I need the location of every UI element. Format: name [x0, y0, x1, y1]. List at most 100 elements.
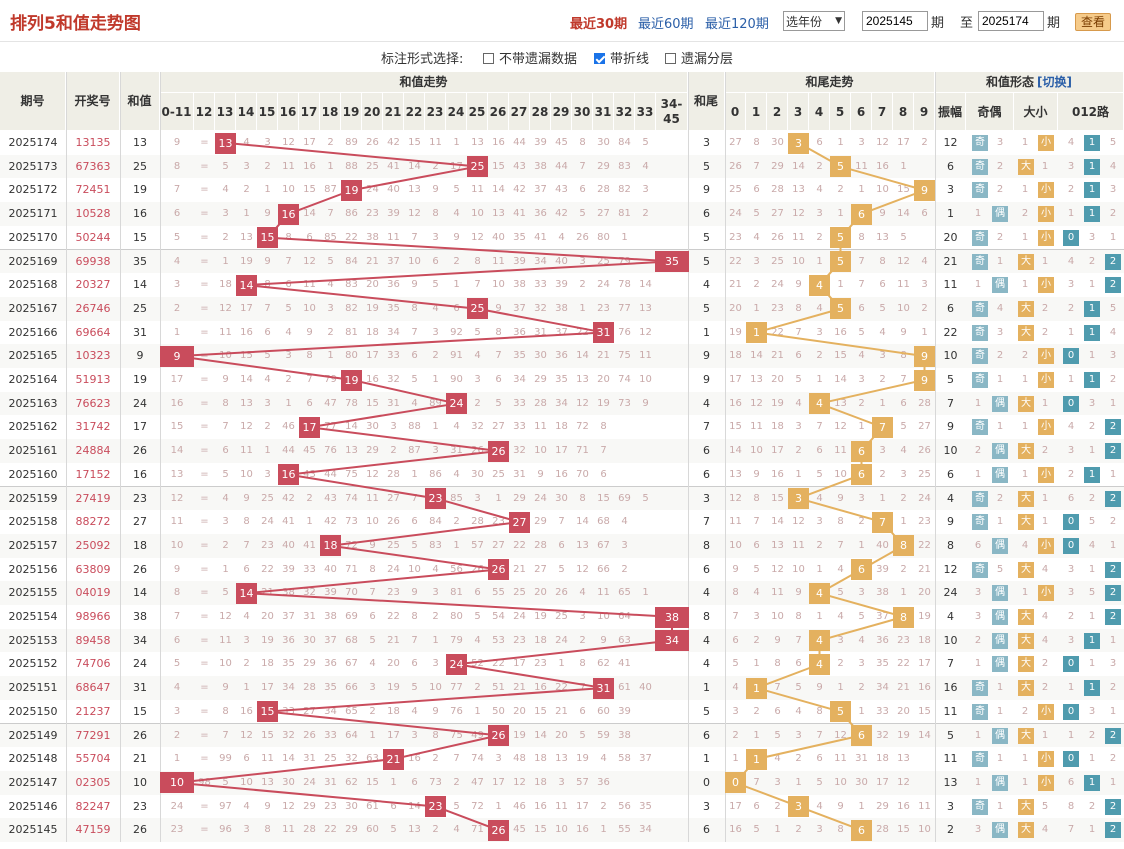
sum-omission-cell: 25	[597, 255, 610, 267]
tail-hit-marker: 3	[788, 796, 809, 818]
sum-omission-cell: 20	[555, 729, 568, 741]
sum-omission-cell	[635, 652, 656, 676]
tail-omission-cell: 1	[858, 539, 865, 551]
tail-omission-cell: 21	[897, 682, 910, 694]
size-tag: 大	[1018, 443, 1034, 460]
sum-hit-marker: 16	[278, 203, 299, 225]
sum-omission-cell: 20	[261, 611, 274, 622]
tail-omission-cell: 11	[792, 539, 805, 551]
tail-hit-marker: 3	[788, 132, 809, 154]
checkbox-with-lines[interactable]	[594, 53, 605, 64]
option-no-omission[interactable]: 不带遗漏数据	[483, 48, 577, 67]
period-cell: 2025155	[8, 586, 58, 600]
tail-omission-cell: 5	[816, 468, 823, 480]
sum-omission-cell: 35	[513, 350, 526, 362]
sum-col-header: 13	[215, 93, 236, 131]
sum-omission-cell: =	[200, 658, 209, 670]
tail-omission-cell: 11	[771, 587, 784, 599]
sum-omission-cell: 88	[408, 421, 421, 433]
sum-omission-cell: 89	[429, 397, 442, 409]
period-60-link[interactable]: 最近60期	[638, 17, 694, 32]
tail-value-cell: 6	[703, 562, 710, 576]
size-tag: 大	[1018, 680, 1034, 697]
sum-omission-cell: 98	[198, 776, 211, 788]
sum-omission-cell: 18	[387, 705, 400, 717]
sum-omission-cell: 20	[597, 374, 610, 385]
draw-number-cell: 68647	[75, 681, 111, 695]
sum-omission-cell: 64	[618, 611, 631, 622]
tail-omission-cell: 5	[774, 729, 781, 741]
tail-omission-cell: 2	[921, 302, 928, 314]
option-layered[interactable]: 遗漏分层	[665, 48, 733, 67]
sum-omission-cell: 65	[345, 705, 358, 717]
year-select[interactable]: 选年份 ▼	[783, 11, 845, 31]
to-period-input[interactable]	[978, 11, 1044, 31]
sum-omission-cell	[656, 652, 688, 676]
sum-omission-cell: 30	[303, 634, 316, 646]
road-tag: 2	[1105, 443, 1121, 460]
sum-omission-cell: 8	[432, 208, 439, 220]
draw-number-cell: 72451	[75, 183, 111, 197]
sum-omission-cell: 11	[303, 279, 316, 291]
sum-omission-cell: 4	[411, 705, 418, 717]
amplitude-cell: 10	[943, 349, 958, 363]
option-with-lines[interactable]: 带折线	[594, 48, 649, 67]
period-cell: 2025148	[8, 752, 58, 766]
from-period-input[interactable]	[862, 11, 928, 31]
sum-omission-cell: 11	[240, 445, 253, 457]
odd-even-tag: 奇	[972, 253, 988, 270]
sum-omission-cell: 17	[240, 302, 253, 314]
tail-omission-cell: 3	[858, 492, 865, 504]
size-omission: 4	[1041, 824, 1049, 836]
sum-omission-cell: 16	[303, 160, 316, 172]
checkbox-no-omission[interactable]	[483, 53, 494, 64]
sum-omission-cell: 3	[222, 208, 229, 220]
sum-omission-cell: 29	[513, 492, 526, 504]
size-tag: 小	[1038, 277, 1054, 294]
checkbox-layered[interactable]	[665, 53, 676, 64]
sum-omission-cell: 13	[408, 184, 421, 196]
size-tag: 小	[1038, 774, 1054, 791]
tail-omission-cell: 4	[732, 682, 739, 694]
sum-omission-cell: 11	[534, 421, 547, 433]
tail-omission-cell: 4	[753, 587, 760, 599]
road-tag: 0	[1063, 395, 1079, 412]
tail-hit-marker: 6	[851, 464, 872, 486]
amplitude-cell: 16	[943, 681, 958, 695]
sum-omission-cell: 9	[495, 302, 502, 314]
tail-omission-cell: 5	[753, 563, 760, 575]
size-tag: 大	[1018, 490, 1034, 507]
sum-omission-cell: 11	[261, 753, 274, 765]
sum-omission-cell: 13	[240, 231, 253, 243]
sum-omission-cell: 14	[345, 421, 358, 433]
sum-omission-cell: 30	[345, 800, 358, 812]
sum-omission-cell: 1	[327, 160, 334, 172]
road-omission: 1	[1109, 634, 1117, 646]
view-button[interactable]: 查看	[1075, 13, 1111, 31]
road-tag: 2	[1105, 585, 1121, 602]
tail-omission-cell: 7	[753, 160, 760, 172]
tail-omission-cell: 4	[816, 492, 823, 504]
odd-even-tag: 偶	[992, 632, 1008, 649]
sum-omission-cell: 9	[222, 374, 229, 385]
size-tag: 小	[1038, 703, 1054, 720]
sum-omission-cell: 10	[219, 350, 232, 362]
tail-omission-cell: 4	[795, 397, 802, 409]
sum-omission-cell: 81	[450, 587, 463, 599]
tail-omission-cell: 15	[834, 350, 847, 362]
period-30-link[interactable]: 最近30期	[570, 17, 628, 32]
road-tag: 1	[1084, 135, 1100, 151]
period-120-link[interactable]: 最近120期	[705, 17, 769, 32]
tail-omission-cell: 1	[837, 682, 844, 694]
tail-omission-cell: 40	[876, 539, 889, 551]
tail-omission-cell: 2	[837, 184, 844, 196]
sum-omission-cell: 5	[642, 137, 649, 148]
sum-omission-cell: 3	[264, 137, 271, 148]
sum-omission-cell: 22	[576, 326, 589, 338]
road-omission: 1	[1088, 563, 1096, 575]
sum-hit-marker: 24	[446, 653, 467, 675]
tail-omission-cell: 3	[753, 611, 760, 622]
sum-omission-cell	[656, 131, 688, 155]
road-tag: 1	[1084, 300, 1100, 317]
switch-link[interactable]: [切换]	[1037, 75, 1072, 89]
